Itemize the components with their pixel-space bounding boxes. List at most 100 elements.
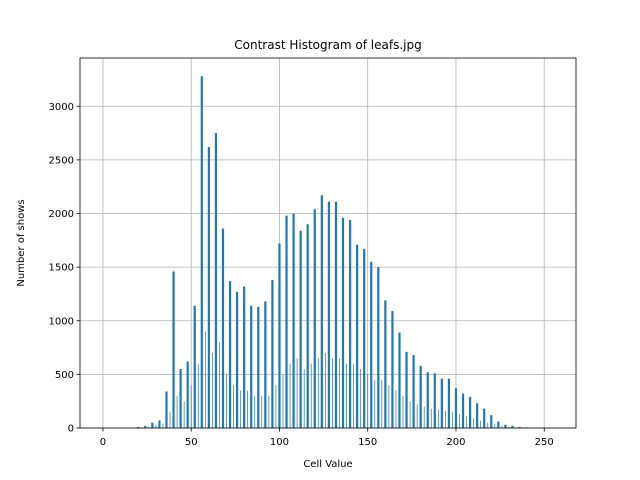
histogram-bar — [490, 415, 493, 428]
histogram-bar-minor — [388, 385, 390, 428]
histogram-bar — [461, 393, 465, 428]
histogram-bar — [356, 244, 359, 428]
histogram-bar — [483, 408, 486, 428]
histogram-bar — [320, 195, 323, 428]
histogram-bar — [384, 300, 387, 428]
histogram-bar-minor — [247, 390, 249, 428]
histogram-bar-minor — [374, 379, 376, 428]
histogram-bar-minor — [381, 379, 383, 428]
histogram-bar-minor — [452, 411, 453, 428]
histogram-bar — [179, 369, 182, 428]
histogram-bar-minor — [480, 420, 482, 428]
histogram-bar-minor — [148, 426, 150, 428]
y-tick-label: 1000 — [49, 316, 74, 327]
histogram-bar — [433, 373, 436, 428]
y-tick-label: 0 — [68, 424, 74, 435]
histogram-bar-minor — [162, 423, 164, 428]
histogram-bar — [405, 351, 408, 428]
histogram-bar-minor — [183, 401, 185, 428]
histogram-bar — [454, 388, 458, 428]
histogram-bar — [426, 372, 429, 428]
histogram-bar-minor — [508, 426, 510, 428]
histogram-bar-minor — [367, 374, 369, 428]
x-axis-ticks: 0 50 100 150 200 250 — [100, 428, 554, 448]
histogram-bar — [377, 267, 380, 428]
histogram-bar-minor — [430, 408, 432, 428]
histogram-bar-minor — [501, 425, 503, 428]
histogram-bar — [264, 301, 267, 428]
y-tick-label: 1500 — [49, 263, 74, 274]
histogram-bar — [228, 281, 232, 428]
y-axis-label: Number of shows — [16, 199, 27, 286]
histogram-bar — [137, 426, 140, 428]
histogram-bar-minor — [219, 342, 220, 428]
chart-title: Contrast Histogram of leafs.jpg — [234, 38, 421, 52]
histogram-bar — [348, 219, 352, 428]
histogram-bar-minor — [289, 363, 291, 428]
histogram-bar — [193, 305, 196, 428]
histogram-bar-minor — [275, 385, 277, 428]
histogram-bar-minor — [190, 385, 192, 428]
histogram-bar — [172, 271, 175, 428]
histogram-bar — [447, 378, 451, 428]
histogram-bar-minor — [310, 363, 312, 428]
histogram-bar — [221, 228, 225, 428]
histogram-bar-minor — [317, 358, 319, 428]
histogram-bar — [285, 215, 288, 428]
plot-frame — [79, 57, 577, 429]
histogram-bar — [341, 217, 345, 428]
histogram-bar — [278, 243, 281, 428]
histogram-bar — [200, 76, 203, 429]
histogram-bar-minor — [332, 358, 333, 428]
histogram-bar-minor — [423, 406, 425, 428]
histogram-bar-minor — [204, 331, 206, 428]
histogram-bar-minor — [395, 390, 397, 428]
histogram-bar — [207, 147, 210, 428]
y-tick-label: 500 — [55, 370, 74, 381]
histogram-bar-minor — [487, 422, 489, 428]
histogram-bar-minor — [240, 390, 241, 428]
histogram-bar — [476, 403, 479, 428]
histogram-bar-minor — [226, 374, 227, 428]
y-tick-label: 2000 — [49, 209, 74, 220]
histogram-bar-minor — [325, 352, 326, 428]
histogram-bar — [235, 291, 239, 428]
x-tick-label: 250 — [535, 437, 554, 448]
histogram-bar — [313, 209, 316, 428]
histogram-bar-minor — [155, 424, 157, 428]
histogram-bar — [165, 391, 168, 428]
histogram-bar — [334, 201, 338, 428]
histogram-bar-minor — [445, 410, 446, 428]
histogram-bar — [504, 424, 507, 428]
histogram-bar-minor — [254, 395, 256, 428]
histogram-bar-minor — [282, 374, 284, 428]
histogram-bar — [497, 421, 500, 428]
histogram-bar — [257, 306, 260, 428]
y-axis-ticks: 0 500 1000 1500 2000 2500 3000 — [49, 102, 80, 435]
histogram-bar — [419, 365, 422, 428]
histogram-bar-minor — [360, 369, 362, 428]
histogram-bar-minor — [353, 363, 354, 428]
histogram-bar — [518, 426, 521, 428]
histogram-bar-minor — [339, 358, 340, 428]
x-tick-label: 50 — [185, 437, 198, 448]
histogram-bar — [468, 396, 472, 428]
histogram-bar — [306, 224, 309, 428]
histogram-bar — [511, 425, 514, 428]
histogram-bar — [151, 422, 154, 428]
histogram-bar-minor — [409, 401, 411, 428]
histogram-bar — [158, 420, 161, 428]
histogram-bar-minor — [437, 409, 439, 428]
histogram-bar-minor — [296, 358, 298, 428]
y-tick-label: 2500 — [49, 155, 74, 166]
y-tick-label: 3000 — [49, 102, 74, 113]
histogram-bar — [250, 305, 253, 428]
histogram-bar-minor — [197, 363, 199, 428]
histogram-bar — [363, 248, 366, 428]
x-axis-label: Cell Value — [303, 459, 352, 470]
histogram-bar — [299, 230, 302, 428]
bars-group — [137, 76, 528, 429]
histogram-bar — [412, 355, 415, 428]
